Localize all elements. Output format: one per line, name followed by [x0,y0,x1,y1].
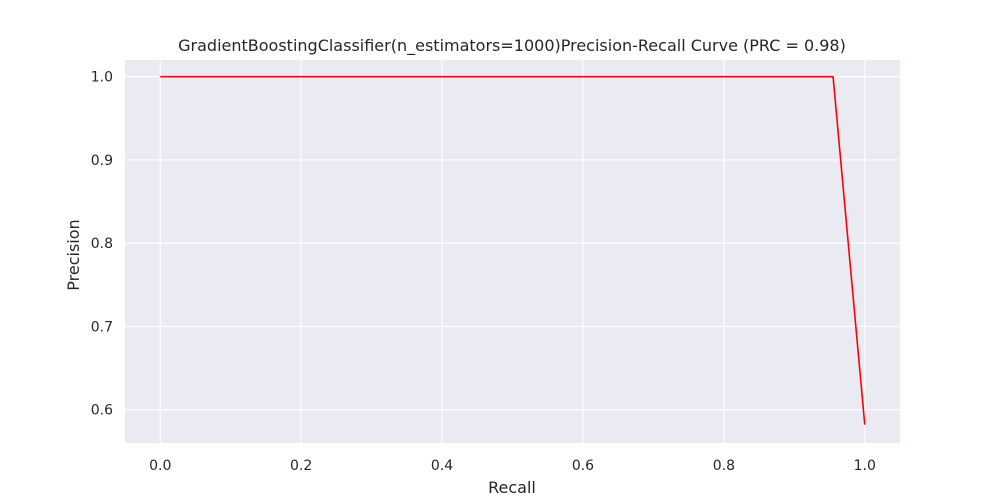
x-tick-label: 1.0 [854,458,876,474]
y-axis-label: Precision [64,219,83,290]
y-tick-label: 0.8 [91,236,113,252]
series-layer [160,75,866,425]
y-tick-label: 0.9 [91,153,113,169]
chart-title: GradientBoostingClassifier(n_estimators=… [178,36,846,56]
precision-recall-curve [160,75,866,425]
y-tick-label: 0.6 [91,403,113,419]
tick-labels: 0.0 0.2 0.4 0.6 0.8 1.0 0.6 0.7 0.8 0.9 1.0 [91,70,876,474]
y-tick-label: 0.7 [91,319,113,335]
x-axis-label: Recall [488,478,536,497]
x-tick-label: 0.8 [713,458,735,474]
plot-area [125,60,900,443]
x-tick-label: 0.4 [431,458,453,474]
x-tick-label: 0.0 [149,458,171,474]
x-tick-label: 0.2 [290,458,312,474]
y-tick-label: 1.0 [91,70,113,86]
x-tick-label: 0.6 [572,458,594,474]
